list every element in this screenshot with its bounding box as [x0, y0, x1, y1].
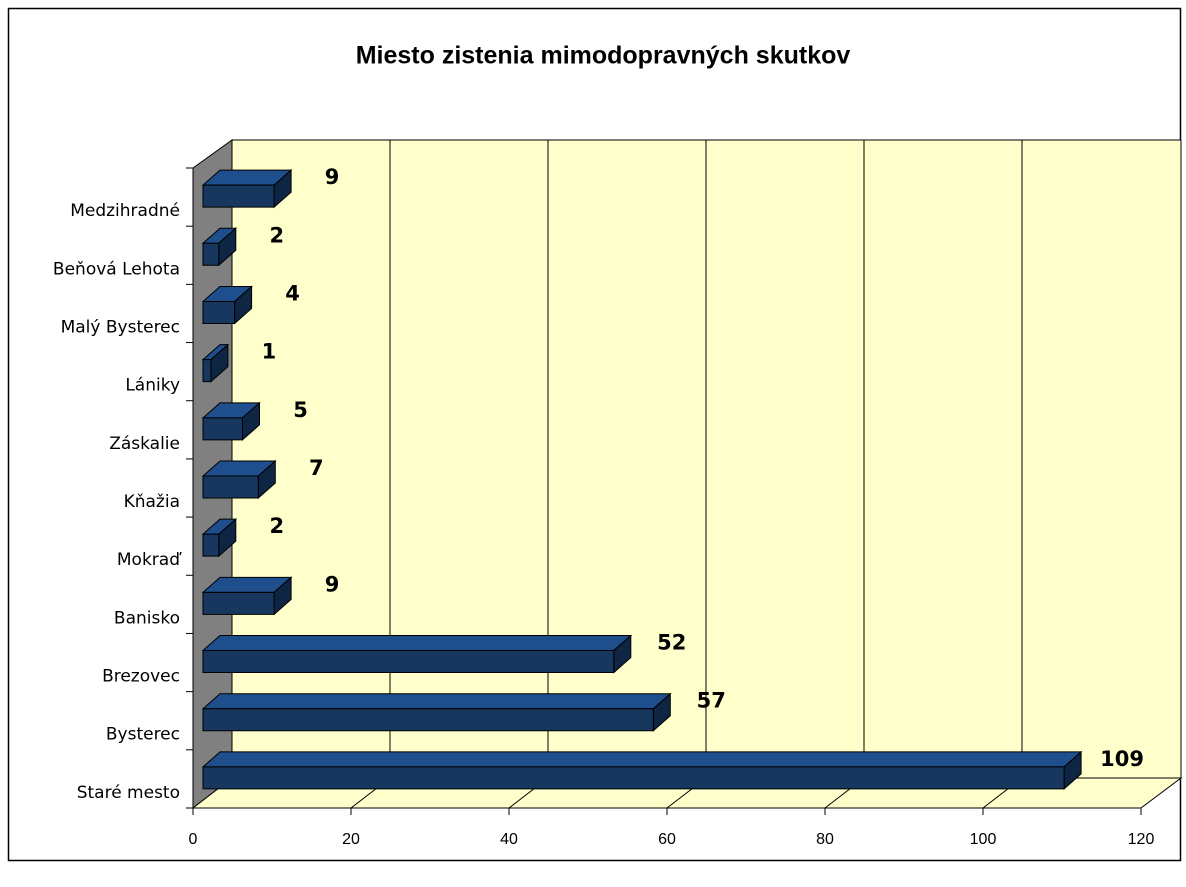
bar	[201, 634, 633, 674]
y-tick-label: Mokraď	[117, 550, 182, 570]
y-tick-label: Lániky	[125, 376, 180, 396]
bar	[201, 227, 238, 267]
value-label: 7	[309, 456, 324, 480]
value-label: 4	[285, 281, 300, 305]
bar	[201, 285, 253, 325]
bar-front	[202, 242, 220, 266]
x-tick-label: 100	[970, 831, 997, 848]
bar-front	[202, 591, 275, 615]
y-tick-label: Banisko	[114, 608, 180, 628]
value-label: 2	[269, 514, 284, 538]
bar-front	[202, 650, 615, 674]
value-label: 9	[325, 572, 340, 596]
y-tick-label: Staré mesto	[77, 783, 180, 803]
bar-front	[202, 359, 212, 383]
y-tick-label: Brezovec	[102, 667, 180, 687]
x-tick-label: 20	[342, 831, 360, 848]
y-tick-label: Bysterec	[106, 725, 180, 745]
bar-front	[202, 475, 259, 499]
x-tick-label: 80	[816, 831, 834, 848]
x-tick-label: 60	[658, 831, 676, 848]
value-label: 109	[1100, 747, 1144, 771]
bar-top	[201, 635, 633, 652]
bar-top	[201, 693, 672, 710]
bar-front	[202, 417, 243, 441]
bar	[201, 401, 261, 441]
bar-front	[202, 184, 275, 208]
bar	[201, 692, 672, 732]
value-label: 57	[697, 689, 726, 713]
bar-front	[202, 766, 1065, 790]
bar	[201, 576, 293, 616]
bar-front	[202, 533, 220, 557]
x-tick-label: 40	[500, 831, 518, 848]
y-tick-label: Beňová Lehota	[53, 259, 180, 279]
chart-title: Miesto zistenia mimodopravných skutkov	[356, 42, 851, 70]
bar	[201, 168, 293, 209]
bar	[201, 750, 1083, 791]
value-label: 9	[325, 165, 340, 189]
y-tick-label: Medzihradné	[70, 201, 180, 221]
y-tick-label: Kňažia	[124, 492, 180, 512]
bar	[201, 343, 230, 383]
x-tick-label: 120	[1128, 831, 1155, 848]
y-tick-label: Záskalie	[109, 434, 180, 454]
bar	[201, 459, 277, 500]
value-label: 52	[657, 631, 686, 655]
bar	[201, 518, 238, 558]
bar-top	[201, 751, 1083, 768]
value-label: 1	[262, 340, 277, 364]
value-label: 2	[269, 223, 284, 247]
x-tick-label: 0	[189, 831, 198, 848]
value-label: 5	[293, 398, 308, 422]
bar-front	[202, 300, 236, 324]
bar-front	[202, 708, 654, 732]
y-tick-label: Malý Bysterec	[61, 317, 180, 337]
